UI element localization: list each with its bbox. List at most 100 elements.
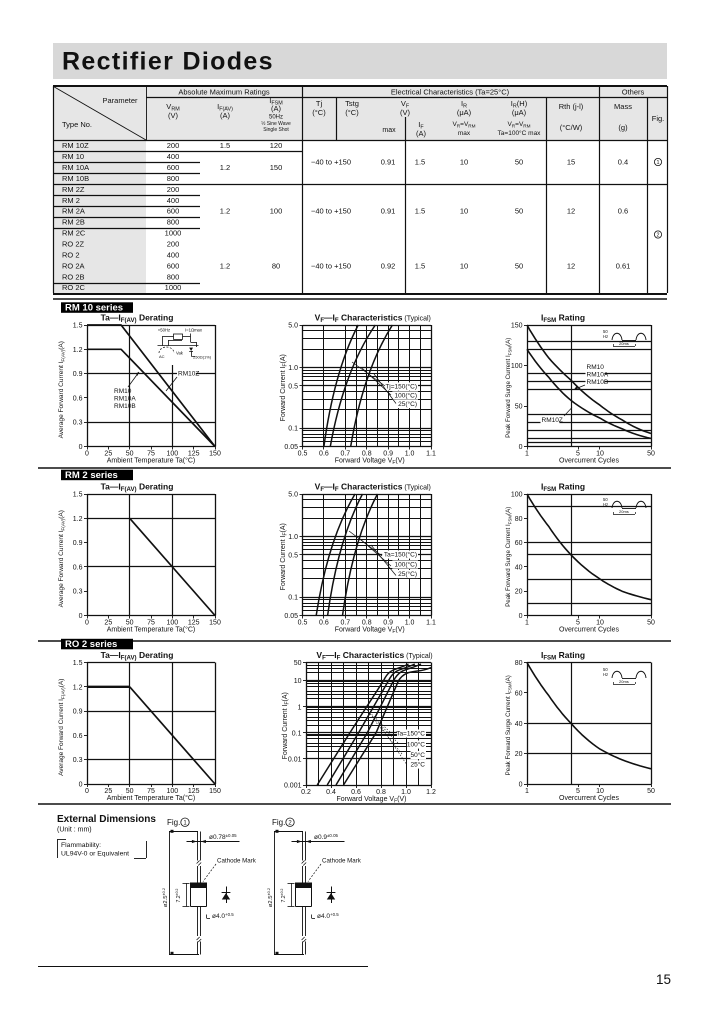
svg-text:800: 800 <box>167 174 180 183</box>
svg-text:max: max <box>382 127 396 134</box>
svg-text:1.5: 1.5 <box>73 660 83 667</box>
svg-text:IF: IF <box>418 120 424 131</box>
svg-text:≈50Hz: ≈50Hz <box>158 328 170 333</box>
svg-text:IFSM Rating: IFSM Rating <box>541 482 585 494</box>
svg-text:RM10: RM10 <box>114 388 132 395</box>
svg-text:Hz: Hz <box>603 334 608 339</box>
svg-text:(Unit : mm): (Unit : mm) <box>57 827 92 834</box>
svg-text:−40 to +150: −40 to +150 <box>311 158 351 167</box>
svg-text:0.05: 0.05 <box>284 444 298 451</box>
svg-text:0: 0 <box>85 619 89 626</box>
svg-text:Forward Voltage VF(V): Forward Voltage VF(V) <box>336 796 406 804</box>
svg-text:10: 10 <box>294 678 302 685</box>
svg-text:100(°C): 100(°C) <box>395 392 417 400</box>
svg-text:10: 10 <box>596 450 604 457</box>
svg-text:UL94V-0 or Equivalent: UL94V-0 or Equivalent <box>61 851 129 858</box>
svg-text:RM 2: RM 2 <box>62 196 80 205</box>
svg-text:Peak Forward Surge Current IF: Peak Forward Surge Current IFSM(A) <box>505 338 512 438</box>
svg-text:IR: IR <box>461 99 467 110</box>
svg-text:IFSM: IFSM <box>269 96 283 107</box>
svg-text:Fig.: Fig. <box>272 818 285 827</box>
svg-text:125: 125 <box>188 619 200 626</box>
svg-text:5.0: 5.0 <box>288 323 298 330</box>
svg-text:25: 25 <box>104 788 112 795</box>
svg-text:50: 50 <box>515 158 523 167</box>
svg-text:ø0.9±0.05: ø0.9±0.05 <box>314 833 339 841</box>
svg-text:0.5: 0.5 <box>288 552 298 559</box>
svg-text:RM10Z: RM10Z <box>178 371 199 378</box>
svg-text:25°C: 25°C <box>410 761 425 769</box>
svg-text:80: 80 <box>515 516 523 523</box>
svg-text:Parameter: Parameter <box>102 96 138 105</box>
svg-text:1.1: 1.1 <box>426 450 436 457</box>
svg-text:150: 150 <box>209 450 221 457</box>
svg-text:Type No.: Type No. <box>62 120 92 129</box>
svg-text:RO 2: RO 2 <box>62 250 80 259</box>
svg-text:1: 1 <box>657 160 660 166</box>
svg-text:5: 5 <box>576 788 580 795</box>
svg-text:1.2: 1.2 <box>73 516 83 523</box>
svg-text:0.1: 0.1 <box>288 595 298 602</box>
svg-text:VF—IF Characteristics (Typical: VF—IF Characteristics (Typical) <box>315 482 431 494</box>
svg-text:20ms: 20ms <box>619 509 629 514</box>
svg-text:0.6: 0.6 <box>618 207 628 216</box>
svg-text:0.5: 0.5 <box>298 450 308 457</box>
svg-text:0.61: 0.61 <box>616 262 631 271</box>
svg-text:RM10: RM10 <box>587 364 605 371</box>
svg-text:0.05: 0.05 <box>284 613 298 620</box>
svg-text:max: max <box>458 130 471 137</box>
svg-text:RM 2B: RM 2B <box>62 218 85 227</box>
svg-text:400: 400 <box>167 152 180 161</box>
svg-text:IR(H): IR(H) <box>511 99 528 110</box>
svg-text:50°C: 50°C <box>410 751 425 759</box>
svg-text:Ambient Temperature Ta(°C): Ambient Temperature Ta(°C) <box>107 626 196 634</box>
svg-text:0.4: 0.4 <box>326 789 336 796</box>
svg-text:20ms: 20ms <box>619 679 629 684</box>
svg-text:50: 50 <box>515 207 523 216</box>
svg-text:RM 10 series: RM 10 series <box>65 303 123 314</box>
svg-text:AC: AC <box>159 354 165 359</box>
svg-text:60: 60 <box>515 540 523 547</box>
svg-text:125: 125 <box>188 788 200 795</box>
svg-text:Electrical Characteristics (T: Electrical Characteristics (Ta=25°C) <box>391 88 510 97</box>
svg-text:Tj=150(°C): Tj=150(°C) <box>385 383 417 391</box>
svg-text:Peak Forward Surge Current IF: Peak Forward Surge Current IFSM(A) <box>505 507 512 607</box>
svg-text:0.4: 0.4 <box>618 158 628 167</box>
svg-text:125: 125 <box>188 450 200 457</box>
svg-text:1.2: 1.2 <box>220 261 230 270</box>
svg-text:50: 50 <box>126 788 134 795</box>
svg-text:0.6: 0.6 <box>319 619 329 626</box>
svg-text:15: 15 <box>567 158 575 167</box>
svg-text:1.5: 1.5 <box>73 323 83 330</box>
svg-text:25: 25 <box>104 619 112 626</box>
svg-text:Overcurrent Cycles: Overcurrent Cycles <box>559 795 619 802</box>
svg-text:VRM: VRM <box>166 102 180 113</box>
svg-text:7.2±0.2: 7.2±0.2 <box>175 888 182 902</box>
svg-text:400: 400 <box>167 250 180 259</box>
svg-text:Flammability:: Flammability: <box>61 842 101 849</box>
svg-text:Single Shot: Single Shot <box>263 127 289 133</box>
svg-text:RM 10Z: RM 10Z <box>62 141 89 150</box>
svg-text:(g): (g) <box>618 123 628 132</box>
svg-text:25(°C): 25(°C) <box>398 570 417 578</box>
svg-text:RO 2A: RO 2A <box>62 261 85 270</box>
svg-text:RM 10A: RM 10A <box>62 163 89 172</box>
svg-text:0: 0 <box>519 782 523 789</box>
svg-text:Ta=150(°C): Ta=150(°C) <box>384 551 417 559</box>
svg-text:1.5: 1.5 <box>415 158 425 167</box>
svg-text:0.6: 0.6 <box>73 564 83 571</box>
svg-text:Ta—IF(AV) Derating: Ta—IF(AV) Derating <box>101 313 174 325</box>
svg-text:0: 0 <box>85 450 89 457</box>
svg-text:1.2: 1.2 <box>220 163 230 172</box>
svg-text:RM10B: RM10B <box>587 379 609 386</box>
svg-text:1: 1 <box>183 820 187 826</box>
svg-text:1.5: 1.5 <box>220 141 230 150</box>
svg-text:50: 50 <box>647 788 655 795</box>
svg-text:RM10A: RM10A <box>587 372 609 379</box>
svg-text:0.3: 0.3 <box>73 589 83 596</box>
svg-text:VR=VRM: VR=VRM <box>507 121 530 128</box>
svg-text:0.91: 0.91 <box>381 158 396 167</box>
svg-text:0.7: 0.7 <box>340 450 350 457</box>
svg-text:150: 150 <box>511 323 523 330</box>
svg-text:50Hz: 50Hz <box>269 115 283 121</box>
